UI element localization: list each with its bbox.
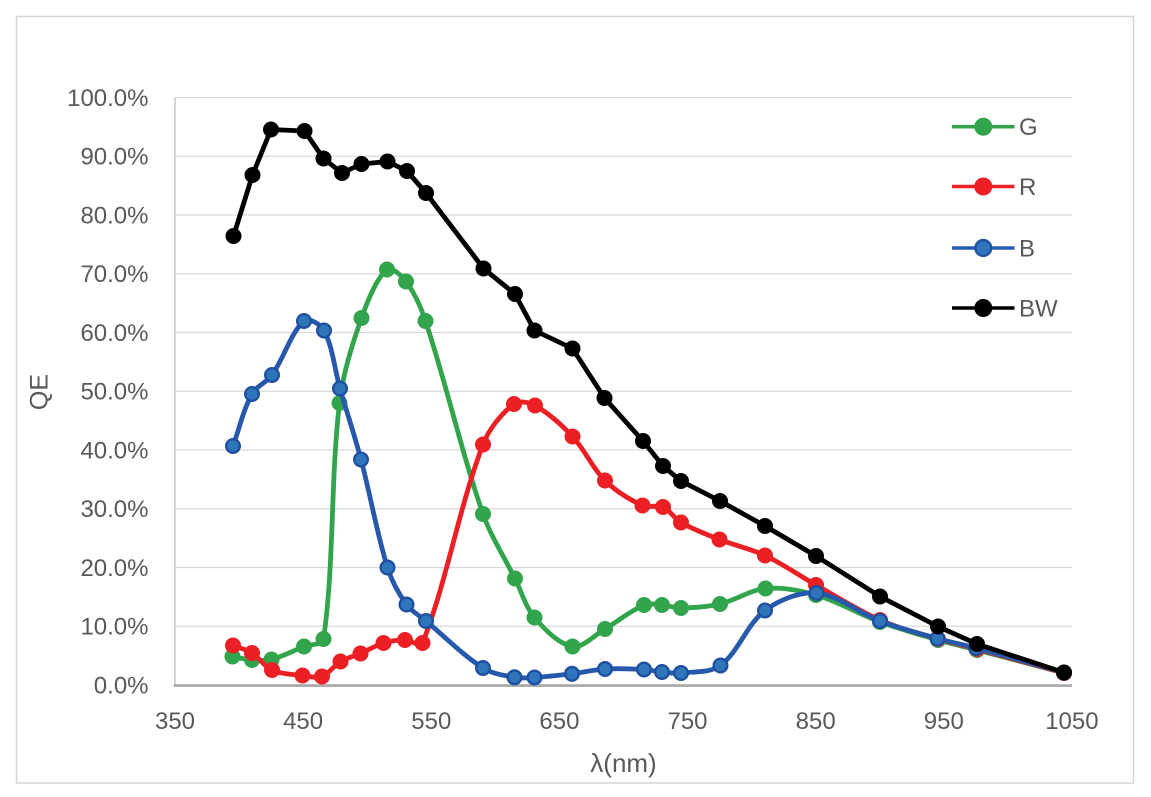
svg-text:50.0%: 50.0% — [80, 379, 148, 406]
svg-text:BW: BW — [1019, 295, 1058, 322]
svg-text:70.0%: 70.0% — [80, 261, 148, 288]
svg-text:0.0%: 0.0% — [94, 672, 149, 699]
svg-text:350: 350 — [155, 708, 195, 735]
svg-text:40.0%: 40.0% — [80, 437, 148, 464]
svg-text:20.0%: 20.0% — [80, 555, 148, 582]
svg-text:λ(nm): λ(nm) — [590, 748, 656, 778]
svg-text:10.0%: 10.0% — [80, 614, 148, 641]
svg-text:B: B — [1019, 235, 1035, 262]
svg-text:1050: 1050 — [1045, 708, 1098, 735]
svg-text:100.0%: 100.0% — [67, 85, 148, 112]
svg-text:850: 850 — [796, 708, 836, 735]
svg-text:G: G — [1019, 114, 1038, 141]
svg-text:80.0%: 80.0% — [80, 202, 148, 229]
svg-text:450: 450 — [283, 708, 323, 735]
svg-text:QE: QE — [26, 374, 54, 410]
svg-text:950: 950 — [924, 708, 964, 735]
svg-text:550: 550 — [411, 708, 451, 735]
svg-text:90.0%: 90.0% — [80, 144, 148, 171]
svg-text:650: 650 — [539, 708, 579, 735]
svg-text:30.0%: 30.0% — [80, 496, 148, 523]
svg-text:R: R — [1019, 174, 1036, 201]
svg-text:750: 750 — [667, 708, 707, 735]
svg-text:60.0%: 60.0% — [80, 320, 148, 347]
